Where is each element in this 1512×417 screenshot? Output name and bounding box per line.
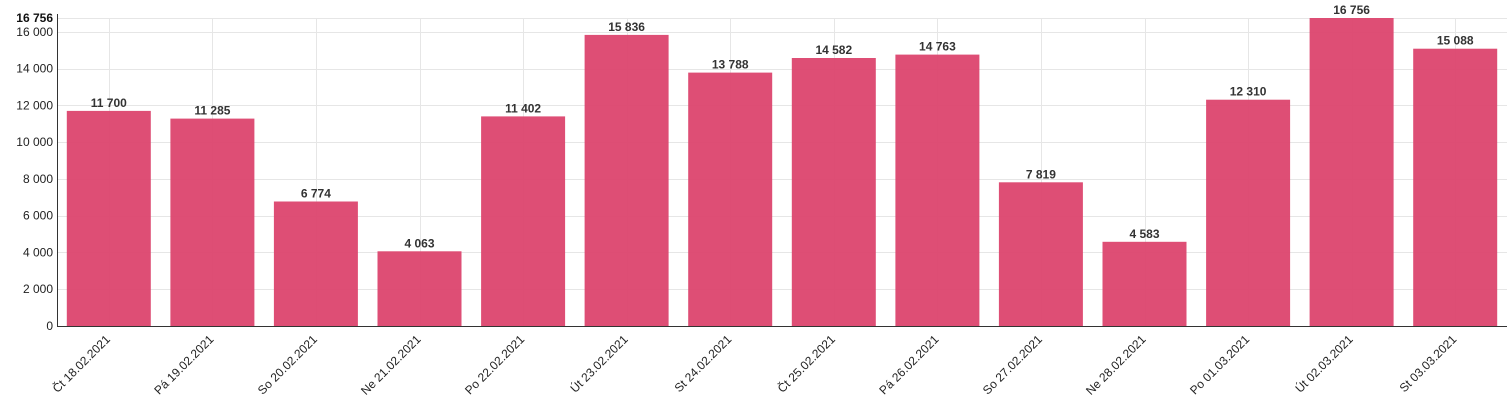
data-label: 6 774 <box>301 187 331 201</box>
data-label: 15 836 <box>608 20 645 34</box>
data-label: 16 756 <box>1333 3 1370 17</box>
data-label: 12 310 <box>1230 85 1267 99</box>
bar <box>1413 48 1498 326</box>
y-tick-label: 12 000 <box>16 98 53 112</box>
x-tick-label: Út 02.03.2021 <box>1292 331 1356 395</box>
y-tick-label: 0 <box>46 319 53 333</box>
data-label: 11 700 <box>91 96 127 110</box>
x-tick-label: St 24.02.2021 <box>672 332 735 395</box>
x-tick-label: Pá 26.02.2021 <box>876 332 941 397</box>
y-tick-label: 6 000 <box>23 209 53 223</box>
data-label: 4 583 <box>1129 227 1159 241</box>
x-tick-label: Út 23.02.2021 <box>567 331 631 395</box>
bar <box>895 54 980 326</box>
bar <box>1309 18 1394 326</box>
x-tick-label: Čt 25.02.2021 <box>774 331 838 395</box>
data-label: 13 788 <box>712 58 749 72</box>
y-tick-label: 14 000 <box>16 62 53 76</box>
data-label: 14 582 <box>815 43 852 57</box>
data-label: 4 063 <box>404 236 434 250</box>
bar <box>273 201 358 326</box>
y-tick-label: 16 000 <box>16 25 53 39</box>
x-tick-label: Pá 19.02.2021 <box>151 332 216 397</box>
bar <box>1102 241 1187 326</box>
bar <box>998 182 1083 326</box>
y-max-label: 16 756 <box>16 11 53 25</box>
y-tick-label: 10 000 <box>16 135 53 149</box>
bar <box>688 72 773 326</box>
x-tick-label: Ne 28.02.2021 <box>1083 332 1149 398</box>
data-label: 7 819 <box>1026 167 1056 181</box>
x-tick-label: Čt 18.02.2021 <box>49 331 113 395</box>
y-tick-label: 4 000 <box>23 246 53 260</box>
x-tick-label: So 27.02.2021 <box>980 332 1045 397</box>
data-label: 11 402 <box>505 101 541 115</box>
data-label: 11 285 <box>194 104 230 118</box>
bar <box>170 118 255 326</box>
data-label: 15 088 <box>1437 34 1474 48</box>
x-tick-label: St 03.03.2021 <box>1397 332 1460 395</box>
x-tick-label: Po 01.03.2021 <box>1187 332 1252 397</box>
y-tick-label: 8 000 <box>23 172 53 186</box>
x-tick-label: So 20.02.2021 <box>255 332 320 397</box>
bar <box>66 110 151 327</box>
bar <box>791 58 876 326</box>
bar <box>377 251 462 326</box>
data-label: 14 763 <box>919 40 956 54</box>
bar <box>481 116 566 327</box>
x-tick-label: Ne 21.02.2021 <box>358 332 424 398</box>
y-tick-label: 2 000 <box>23 282 53 296</box>
x-tick-label: Po 22.02.2021 <box>462 332 527 397</box>
bar <box>584 34 669 327</box>
bar <box>1206 99 1291 326</box>
